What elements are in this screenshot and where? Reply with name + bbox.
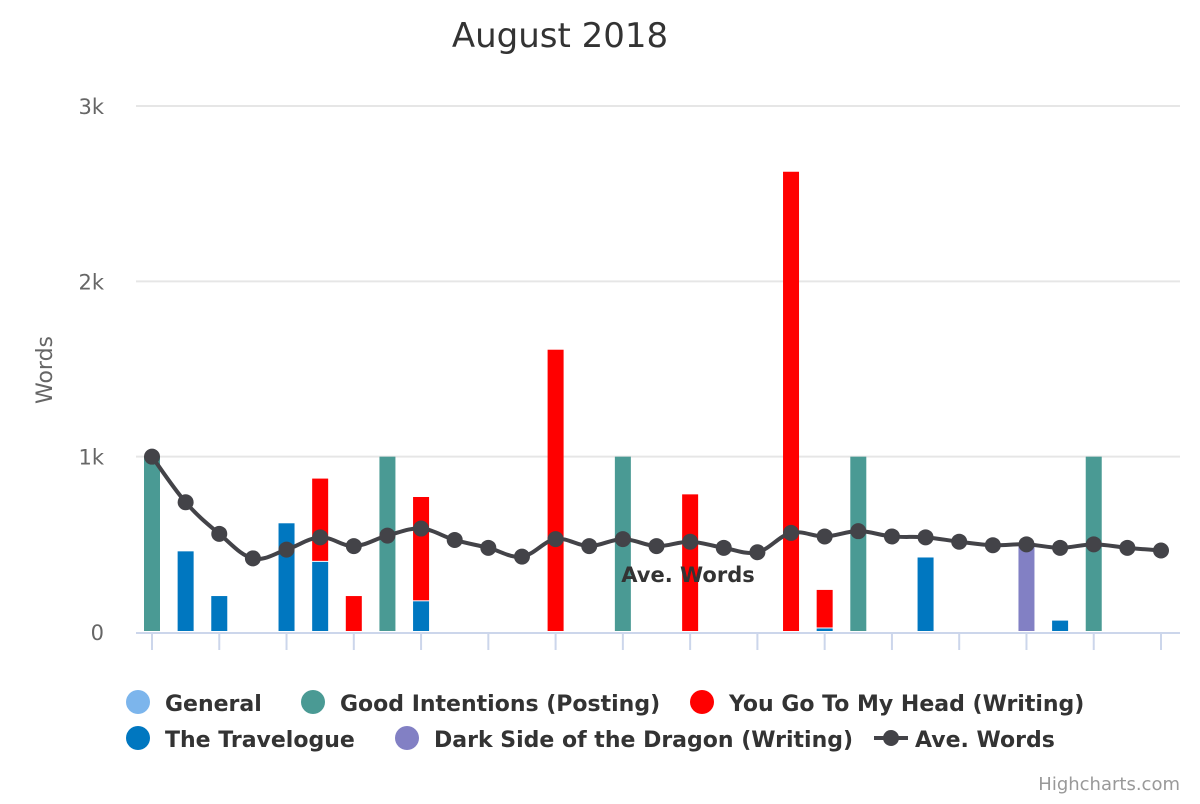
- ave-words-point-day-28[interactable]: [1052, 539, 1069, 556]
- ave-words-point-day-26[interactable]: [984, 537, 1001, 554]
- legend-item-the-travelogue[interactable]: The Travelogue: [126, 726, 355, 753]
- ave-words-point-day-23[interactable]: [883, 528, 900, 545]
- chart-title: August 2018: [452, 16, 668, 56]
- bar-day-8-good-intentions-posting[interactable]: [379, 456, 396, 631]
- bar-day-2-the-travelogue[interactable]: [177, 551, 194, 631]
- legend-item-ave-words[interactable]: Ave. Words: [874, 728, 1055, 753]
- legend: General Good Intentions (Posting) You Go T…: [126, 690, 1084, 753]
- ave-words-point-day-6[interactable]: [312, 529, 329, 546]
- legend-circle-icon: [126, 690, 150, 714]
- ave-words-point-day-8[interactable]: [379, 527, 396, 544]
- bar-day-27-dark-side-of-the-dragon-writing[interactable]: [1018, 544, 1035, 631]
- ave-words-point-day-17[interactable]: [682, 533, 699, 550]
- bar-day-13-you-go-to-my-head-writing[interactable]: [547, 349, 564, 631]
- bar-day-9-you-go-to-my-head-writing[interactable]: [413, 496, 430, 601]
- bar-day-17-you-go-to-my-head-writing[interactable]: [682, 494, 699, 631]
- bar-day-9-the-travelogue[interactable]: [413, 601, 430, 631]
- ave-words-point-day-9[interactable]: [413, 520, 430, 537]
- ave-words-point-day-29[interactable]: [1085, 536, 1102, 553]
- ave-words-point-day-4[interactable]: [244, 550, 261, 567]
- ave-words-point-day-22[interactable]: [850, 523, 867, 540]
- bar-day-28-the-travelogue[interactable]: [1052, 620, 1069, 631]
- bar-day-21-the-travelogue[interactable]: [816, 628, 833, 631]
- bar-day-20-you-go-to-my-head-writing[interactable]: [783, 171, 800, 631]
- legend-label: General: [165, 692, 262, 717]
- legend-label: The Travelogue: [165, 728, 355, 753]
- ave-words-point-day-10[interactable]: [446, 531, 463, 548]
- y-axis-label: Words: [33, 336, 58, 404]
- ave-words-point-day-1[interactable]: [144, 448, 160, 465]
- legend-circle-icon: [301, 690, 325, 714]
- ave-words-point-day-16[interactable]: [648, 538, 665, 555]
- ave-words-point-day-3[interactable]: [211, 525, 228, 542]
- bar-day-3-the-travelogue[interactable]: [211, 596, 228, 631]
- legend-circle-icon: [395, 726, 419, 750]
- ave-words-point-day-19[interactable]: [749, 544, 766, 561]
- ave-words-point-day-14[interactable]: [581, 538, 598, 555]
- ave-words-point-day-13[interactable]: [547, 531, 564, 548]
- bar-series: [144, 171, 1102, 631]
- legend-item-good-intentions-posting[interactable]: Good Intentions (Posting): [301, 690, 660, 717]
- ave-words-point-day-18[interactable]: [715, 539, 732, 556]
- y-tick-label: 3k: [78, 95, 104, 119]
- y-tick-label: 2k: [78, 270, 104, 294]
- y-tick-label: 1k: [78, 446, 104, 470]
- legend-item-you-go-to-my-head-writing[interactable]: You Go To My Head (Writing): [690, 690, 1084, 717]
- bar-day-5-the-travelogue[interactable]: [278, 523, 295, 631]
- ave-words-point-day-24[interactable]: [917, 529, 934, 546]
- ave-words-point-day-15[interactable]: [614, 531, 631, 548]
- y-axis-ticks: 0 1k 2k 3k: [78, 95, 104, 645]
- ave-words-point-day-11[interactable]: [480, 539, 497, 556]
- average-line-series: [144, 448, 1169, 567]
- ave-words-point-day-5[interactable]: [278, 541, 295, 558]
- bar-day-1-good-intentions-posting[interactable]: [144, 456, 160, 631]
- bar-day-6-the-travelogue[interactable]: [312, 561, 329, 631]
- legend-circle-icon: [690, 690, 714, 714]
- ave-words-point-day-27[interactable]: [1018, 536, 1035, 553]
- ave-words-series-label: Ave. Words: [621, 563, 754, 587]
- grid-lines: [136, 105, 1180, 458]
- ave-words-point-day-21[interactable]: [816, 528, 833, 545]
- legend-item-general[interactable]: General: [126, 690, 262, 717]
- legend-item-dark-side-of-the-dragon-writing[interactable]: Dark Side of the Dragon (Writing): [395, 726, 853, 753]
- legend-label: Dark Side of the Dragon (Writing): [434, 728, 853, 753]
- legend-circle-icon: [126, 726, 150, 750]
- bar-day-7-you-go-to-my-head-writing[interactable]: [345, 596, 362, 631]
- y-tick-label: 0: [91, 621, 104, 645]
- legend-label: You Go To My Head (Writing): [728, 692, 1084, 717]
- bar-day-21-you-go-to-my-head-writing[interactable]: [816, 589, 833, 628]
- bar-day-6-you-go-to-my-head-writing[interactable]: [312, 478, 329, 561]
- legend-label: Good Intentions (Posting): [340, 692, 660, 717]
- ave-words-point-day-2[interactable]: [177, 494, 194, 511]
- ave-words-point-day-12[interactable]: [513, 548, 530, 565]
- ave-words-point-day-30[interactable]: [1119, 539, 1136, 556]
- ave-words-point-day-7[interactable]: [345, 538, 362, 555]
- bar-day-24-the-travelogue[interactable]: [917, 557, 934, 631]
- bar-day-22-good-intentions-posting[interactable]: [850, 456, 867, 631]
- ave-words-point-day-25[interactable]: [951, 533, 968, 550]
- ave-words-point-day-20[interactable]: [783, 524, 800, 541]
- legend-marker-icon: [883, 730, 899, 746]
- credits-link[interactable]: Highcharts.com: [1038, 774, 1180, 795]
- ave-words-point-day-31[interactable]: [1153, 542, 1169, 559]
- legend-label: Ave. Words: [915, 728, 1055, 753]
- x-axis: [136, 632, 1180, 650]
